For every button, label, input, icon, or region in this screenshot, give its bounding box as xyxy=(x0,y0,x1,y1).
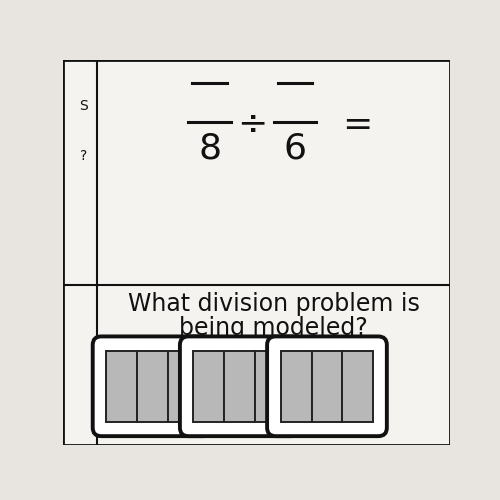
Text: S: S xyxy=(80,99,88,113)
Text: ?: ? xyxy=(80,149,88,163)
FancyBboxPatch shape xyxy=(267,336,387,436)
Bar xyxy=(224,351,255,422)
FancyBboxPatch shape xyxy=(180,336,300,436)
Bar xyxy=(312,351,342,422)
Bar xyxy=(168,351,199,422)
Bar xyxy=(106,351,137,422)
Bar xyxy=(342,351,374,422)
Text: =: = xyxy=(342,108,372,142)
Text: What division problem is: What division problem is xyxy=(128,292,420,316)
Bar xyxy=(280,351,312,422)
FancyBboxPatch shape xyxy=(62,60,450,445)
Text: being modeled?: being modeled? xyxy=(180,316,368,340)
Text: 6: 6 xyxy=(284,132,306,166)
Bar xyxy=(137,351,168,422)
Bar xyxy=(255,351,286,422)
Bar xyxy=(194,351,224,422)
Text: ÷: ÷ xyxy=(237,108,268,142)
FancyBboxPatch shape xyxy=(92,336,212,436)
Text: 8: 8 xyxy=(198,132,222,166)
